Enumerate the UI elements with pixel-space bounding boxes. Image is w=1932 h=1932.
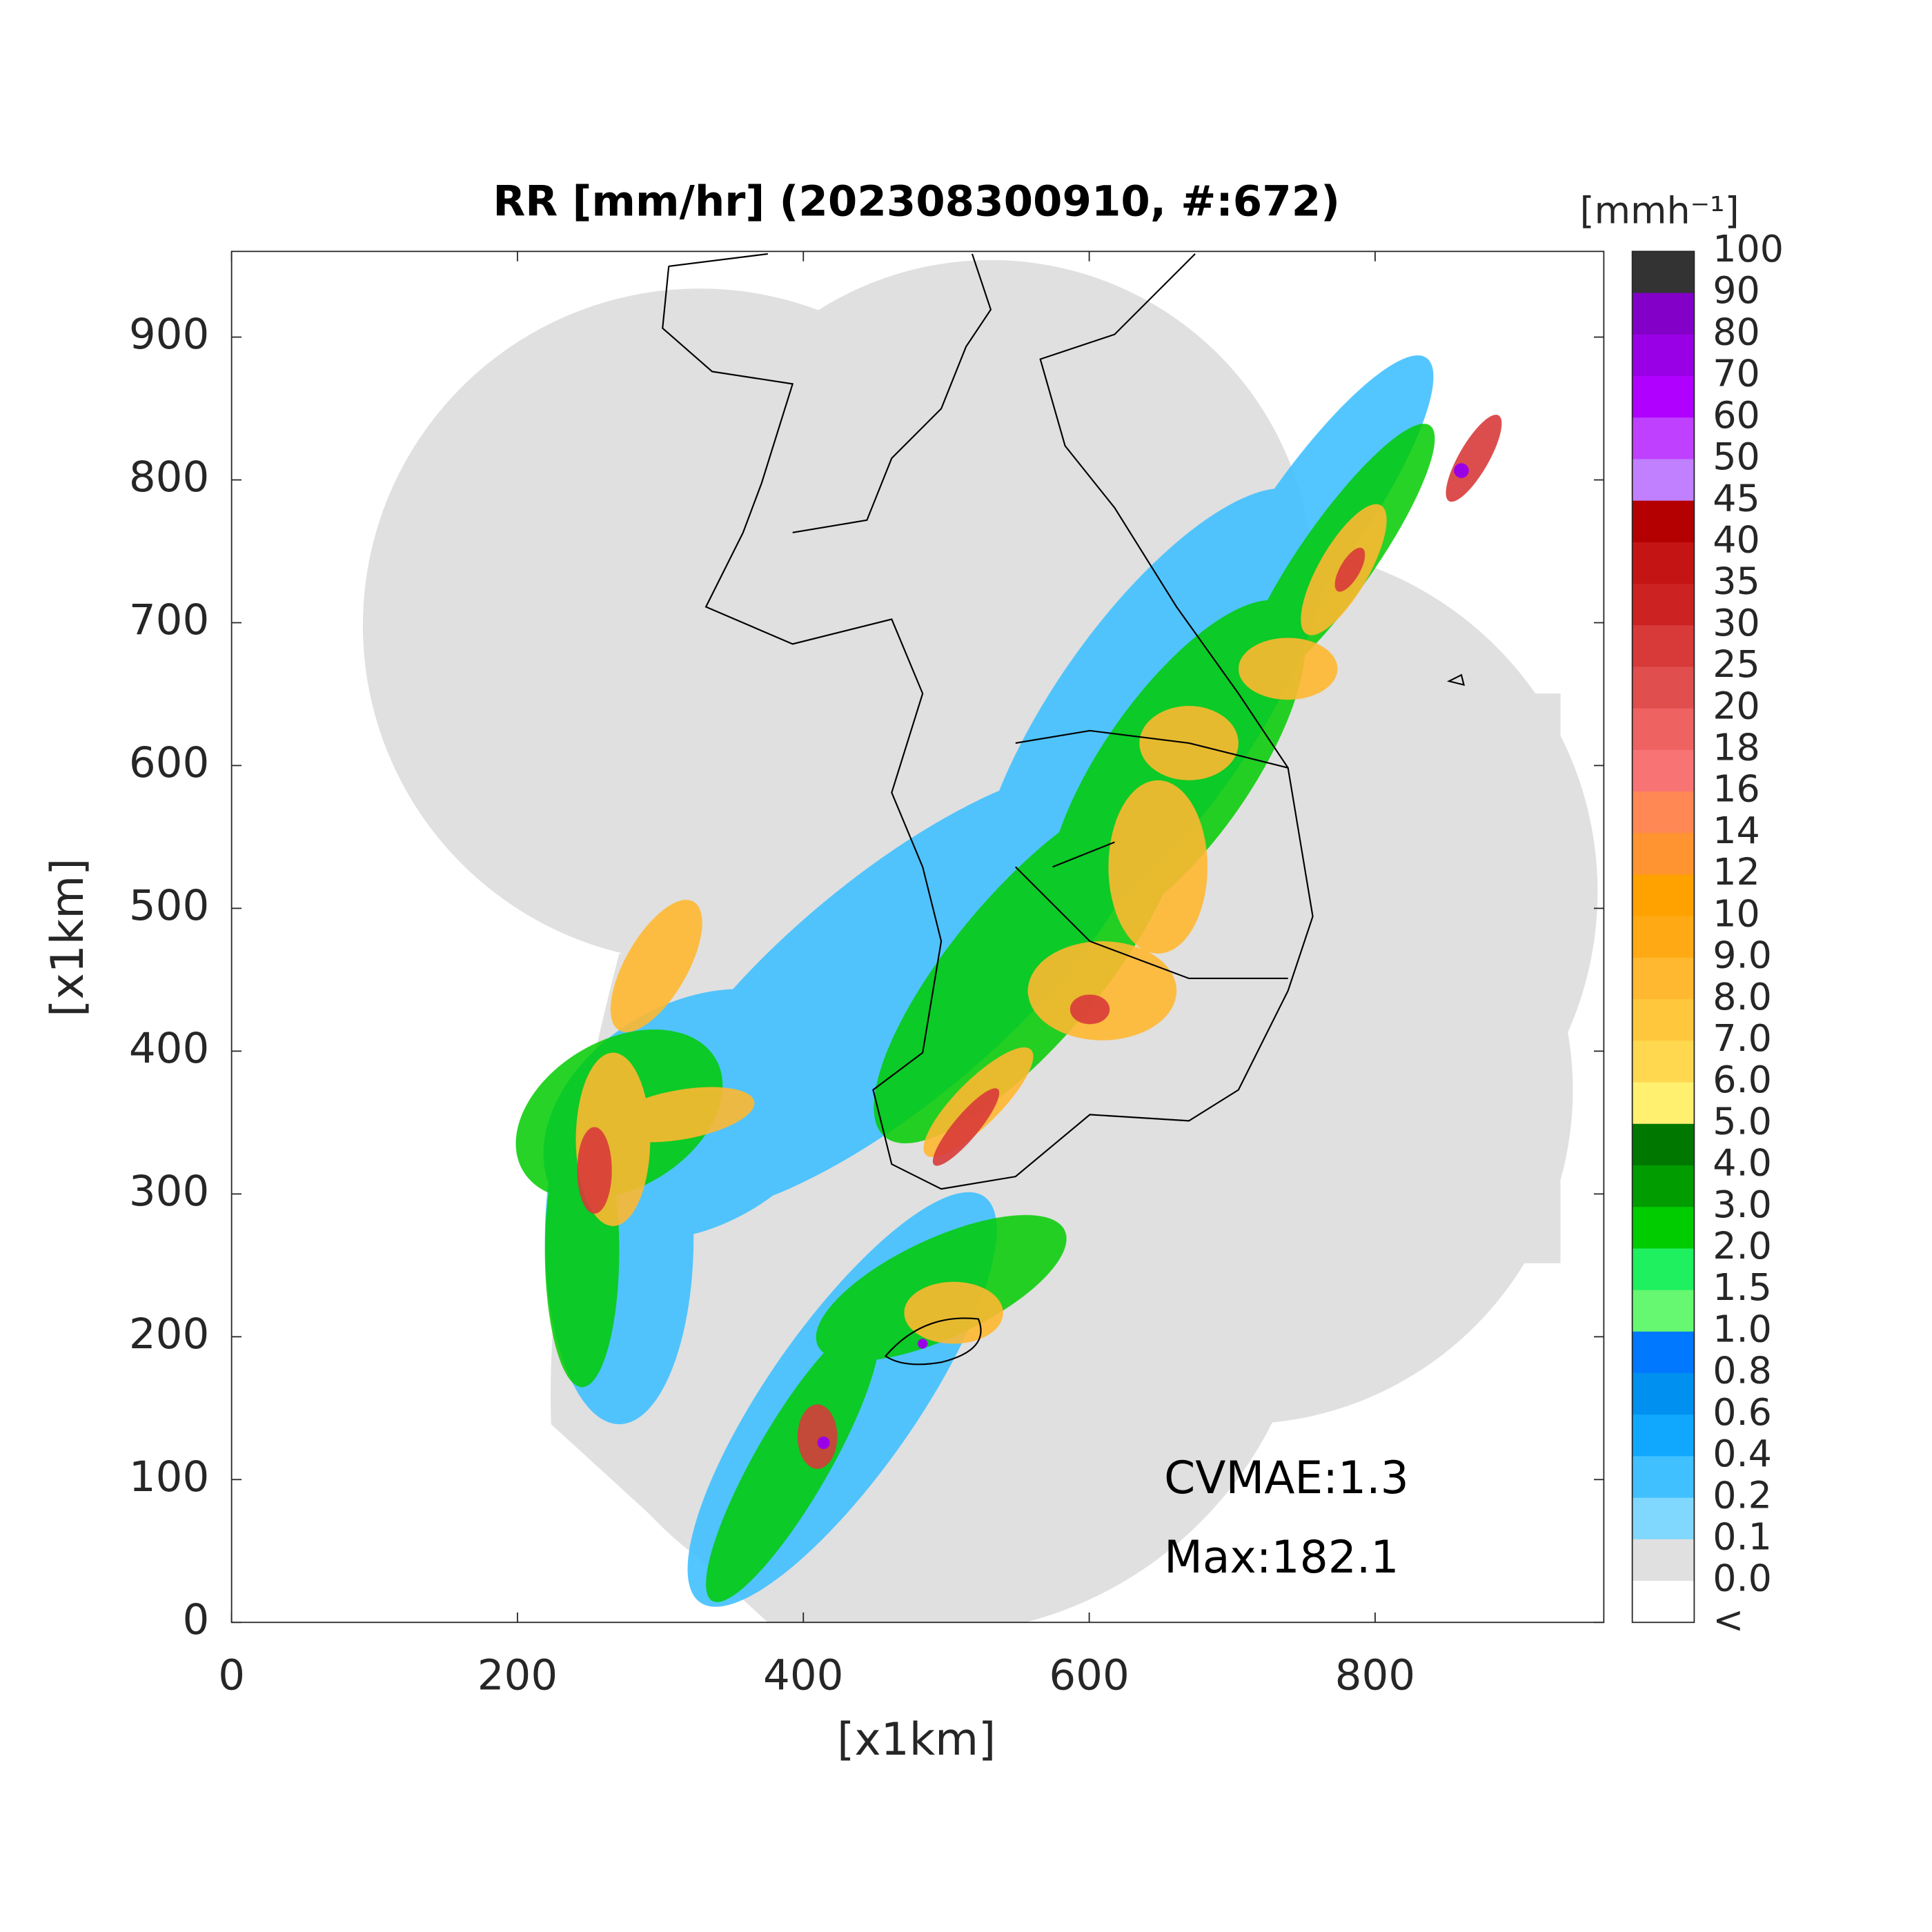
colorbar-bin	[1632, 1082, 1695, 1125]
colorbar-label: 0.0	[1713, 1557, 1772, 1600]
colorbar-label: 18	[1713, 726, 1760, 769]
x-tick-label: 600	[1049, 1651, 1129, 1700]
colorbar-bin	[1632, 1456, 1695, 1499]
chart-title: RR [mm/hr] (202308300910, #:672)	[493, 177, 1340, 226]
colorbar-label: 100	[1713, 227, 1784, 270]
colorbar-label: 1.5	[1713, 1265, 1772, 1309]
x-tick-label: 800	[1335, 1651, 1415, 1700]
coastline	[662, 253, 1466, 1366]
colorbar-bin	[1632, 833, 1695, 876]
colorbar-label: 35	[1713, 560, 1760, 603]
colorbar-bin	[1632, 708, 1695, 751]
y-tick-label: 500	[129, 881, 209, 930]
colorbar-label: 14	[1713, 809, 1760, 852]
y-tick-label: 800	[129, 453, 209, 502]
colorbar-bin	[1632, 584, 1695, 627]
colorbar-label: <	[1713, 1598, 1744, 1642]
colorbar-bin	[1632, 1041, 1695, 1083]
colorbar-bin	[1632, 1331, 1695, 1374]
colorbar-label: 0.8	[1713, 1349, 1772, 1392]
y-tick-label: 400	[129, 1024, 209, 1073]
colorbar-bin	[1632, 1207, 1695, 1250]
colorbar-label: 90	[1713, 268, 1760, 312]
x-tick-label: 200	[477, 1651, 558, 1700]
colorbar-label: 10	[1713, 891, 1760, 935]
colorbar-frame	[1631, 250, 1695, 1624]
colorbar-label: 9.0	[1713, 934, 1772, 977]
colorbar-bin	[1632, 749, 1695, 792]
colorbar-bin	[1632, 1165, 1695, 1208]
colorbar-label: 60	[1713, 393, 1760, 437]
colorbar-label: 4.0	[1713, 1141, 1772, 1185]
colorbar-label: 30	[1713, 601, 1760, 644]
colorbar-label: 25	[1713, 642, 1760, 686]
colorbar-bin	[1632, 625, 1695, 668]
colorbar-label: 7.0	[1713, 1016, 1772, 1060]
colorbar-bin	[1632, 874, 1695, 917]
colorbar-bin	[1632, 957, 1695, 1000]
colorbar-bin	[1632, 791, 1695, 834]
colorbar-label: 20	[1713, 684, 1760, 727]
annotation: CVMAE:1.3	[1164, 1452, 1409, 1504]
colorbar-bin	[1632, 1290, 1695, 1332]
colorbar-label: 50	[1713, 435, 1760, 478]
colorbar-bin	[1632, 999, 1695, 1042]
colorbar-bin	[1632, 500, 1695, 543]
colorbar-bin	[1632, 667, 1695, 709]
colorbar-label: 0.4	[1713, 1432, 1772, 1475]
colorbar-label: 16	[1713, 767, 1760, 811]
colorbar-bin	[1632, 1497, 1695, 1540]
x-tick-label: 0	[218, 1651, 245, 1700]
y-tick-label: 900	[129, 310, 209, 359]
colorbar-label: 5.0	[1713, 1099, 1772, 1143]
colorbar-label: 3.0	[1713, 1183, 1772, 1226]
colorbar-label: 0.2	[1713, 1473, 1772, 1517]
y-tick-label: 200	[129, 1310, 209, 1359]
radar-field	[362, 253, 1598, 1623]
y-tick-label: 700	[129, 595, 209, 644]
colorbar-bin	[1632, 542, 1695, 584]
colorbar-label: 8.0	[1713, 975, 1772, 1018]
colorbar-bin	[1632, 334, 1695, 377]
colorbar-bin	[1632, 293, 1695, 335]
y-tick-label: 100	[129, 1452, 209, 1501]
colorbar-label: 1.0	[1713, 1307, 1772, 1350]
axes-box	[230, 250, 1605, 1624]
y-tick-label: 600	[129, 738, 209, 787]
colorbar-title: [mmh⁻¹]	[1580, 188, 1739, 232]
colorbar-bin	[1632, 1414, 1695, 1457]
colorbar-label: 80	[1713, 310, 1760, 353]
colorbar-label: 70	[1713, 352, 1760, 395]
y-tick-label: 0	[183, 1595, 210, 1644]
y-axis-label: [x1km]	[42, 858, 94, 1017]
colorbar-label: 0.1	[1713, 1515, 1772, 1559]
colorbar-label: 45	[1713, 476, 1760, 520]
colorbar-label: 2.0	[1713, 1224, 1772, 1268]
colorbar-bin	[1632, 417, 1695, 460]
colorbar-bin	[1632, 459, 1695, 502]
colorbar-label: 0.6	[1713, 1390, 1772, 1434]
colorbar-bin	[1632, 1373, 1695, 1416]
colorbar-bin	[1632, 1248, 1695, 1291]
colorbar-label: 6.0	[1713, 1058, 1772, 1101]
rain-cells	[515, 355, 1502, 1607]
colorbar-bin	[1632, 1123, 1695, 1166]
colorbar-bin	[1632, 375, 1695, 419]
x-axis-label: [x1km]	[837, 1714, 996, 1766]
y-tick-label: 300	[129, 1167, 209, 1216]
colorbar-bin	[1632, 1581, 1695, 1624]
colorbar-label: 40	[1713, 518, 1760, 561]
colorbar-bin	[1632, 916, 1695, 958]
annotation: Max:182.1	[1164, 1532, 1399, 1584]
colorbar-bin	[1632, 1539, 1695, 1581]
x-tick-label: 400	[763, 1651, 843, 1700]
colorbar-label: 12	[1713, 850, 1760, 894]
colorbar-bin	[1632, 251, 1695, 294]
